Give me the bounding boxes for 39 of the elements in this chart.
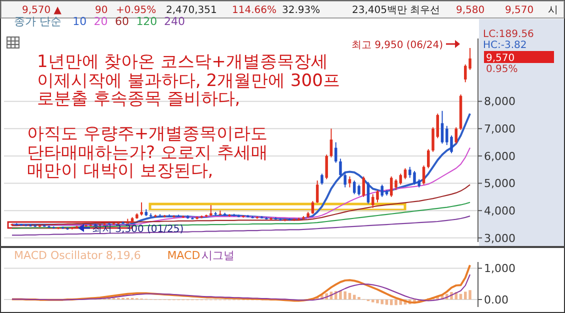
text: 최우선	[410, 5, 440, 16]
text: 20	[94, 15, 108, 28]
annotation: 아직도 우량주+개별종목이라도	[27, 124, 268, 144]
text: +0.95%	[116, 5, 156, 16]
annotation: 최고 9,950 (06/24)	[351, 40, 444, 51]
annotation: 로분출 후속종목 즐비하다,	[37, 89, 240, 109]
text: 114.66%	[232, 5, 276, 16]
y-tick-label: 0.00	[484, 293, 508, 306]
y-tick-label: 8,000	[484, 95, 516, 108]
text: 10	[72, 15, 87, 28]
y-tick-label: 7,000	[484, 122, 516, 136]
y-tick-label: 3,000	[484, 232, 516, 245]
annotation: 단타매매하는가? 오로지 추세매	[27, 143, 268, 163]
text: 2,470,351	[166, 5, 217, 16]
text: 90	[95, 5, 108, 16]
text: 60	[115, 15, 129, 28]
text: 120	[136, 15, 158, 28]
text: 9,570	[505, 5, 534, 16]
annotation: 1년만에 찾아온 코스닥+개별종목장세	[37, 52, 328, 72]
annotation: 매만이 대박이 보장된다,	[27, 161, 214, 181]
legend-title: 종가 단순	[14, 15, 62, 28]
y-tick-label: 4,000	[484, 204, 516, 218]
text: 240	[164, 15, 185, 28]
y-tick-label: 5,000	[484, 177, 516, 190]
text: HC:-3.82	[483, 40, 527, 51]
text: 9,580	[456, 5, 485, 16]
text: 시	[548, 5, 558, 16]
text: MACD Oscillator 8,19,6	[14, 249, 141, 262]
text: 23,405백만	[352, 5, 407, 16]
text: MACD	[167, 249, 200, 262]
y-tick-label: 1,000	[484, 262, 516, 276]
text: 0.95%	[486, 64, 518, 75]
text: 9,570 ▲	[22, 5, 62, 16]
text: 32.93%	[282, 5, 320, 16]
y-tick-label: 6,000	[484, 150, 516, 163]
text: LC:189.56	[483, 29, 534, 40]
annotation: 이제시작에 불과하다, 2개월만에 300프	[37, 71, 340, 91]
text: 시그널	[202, 249, 235, 262]
text: 9,570	[486, 53, 515, 64]
